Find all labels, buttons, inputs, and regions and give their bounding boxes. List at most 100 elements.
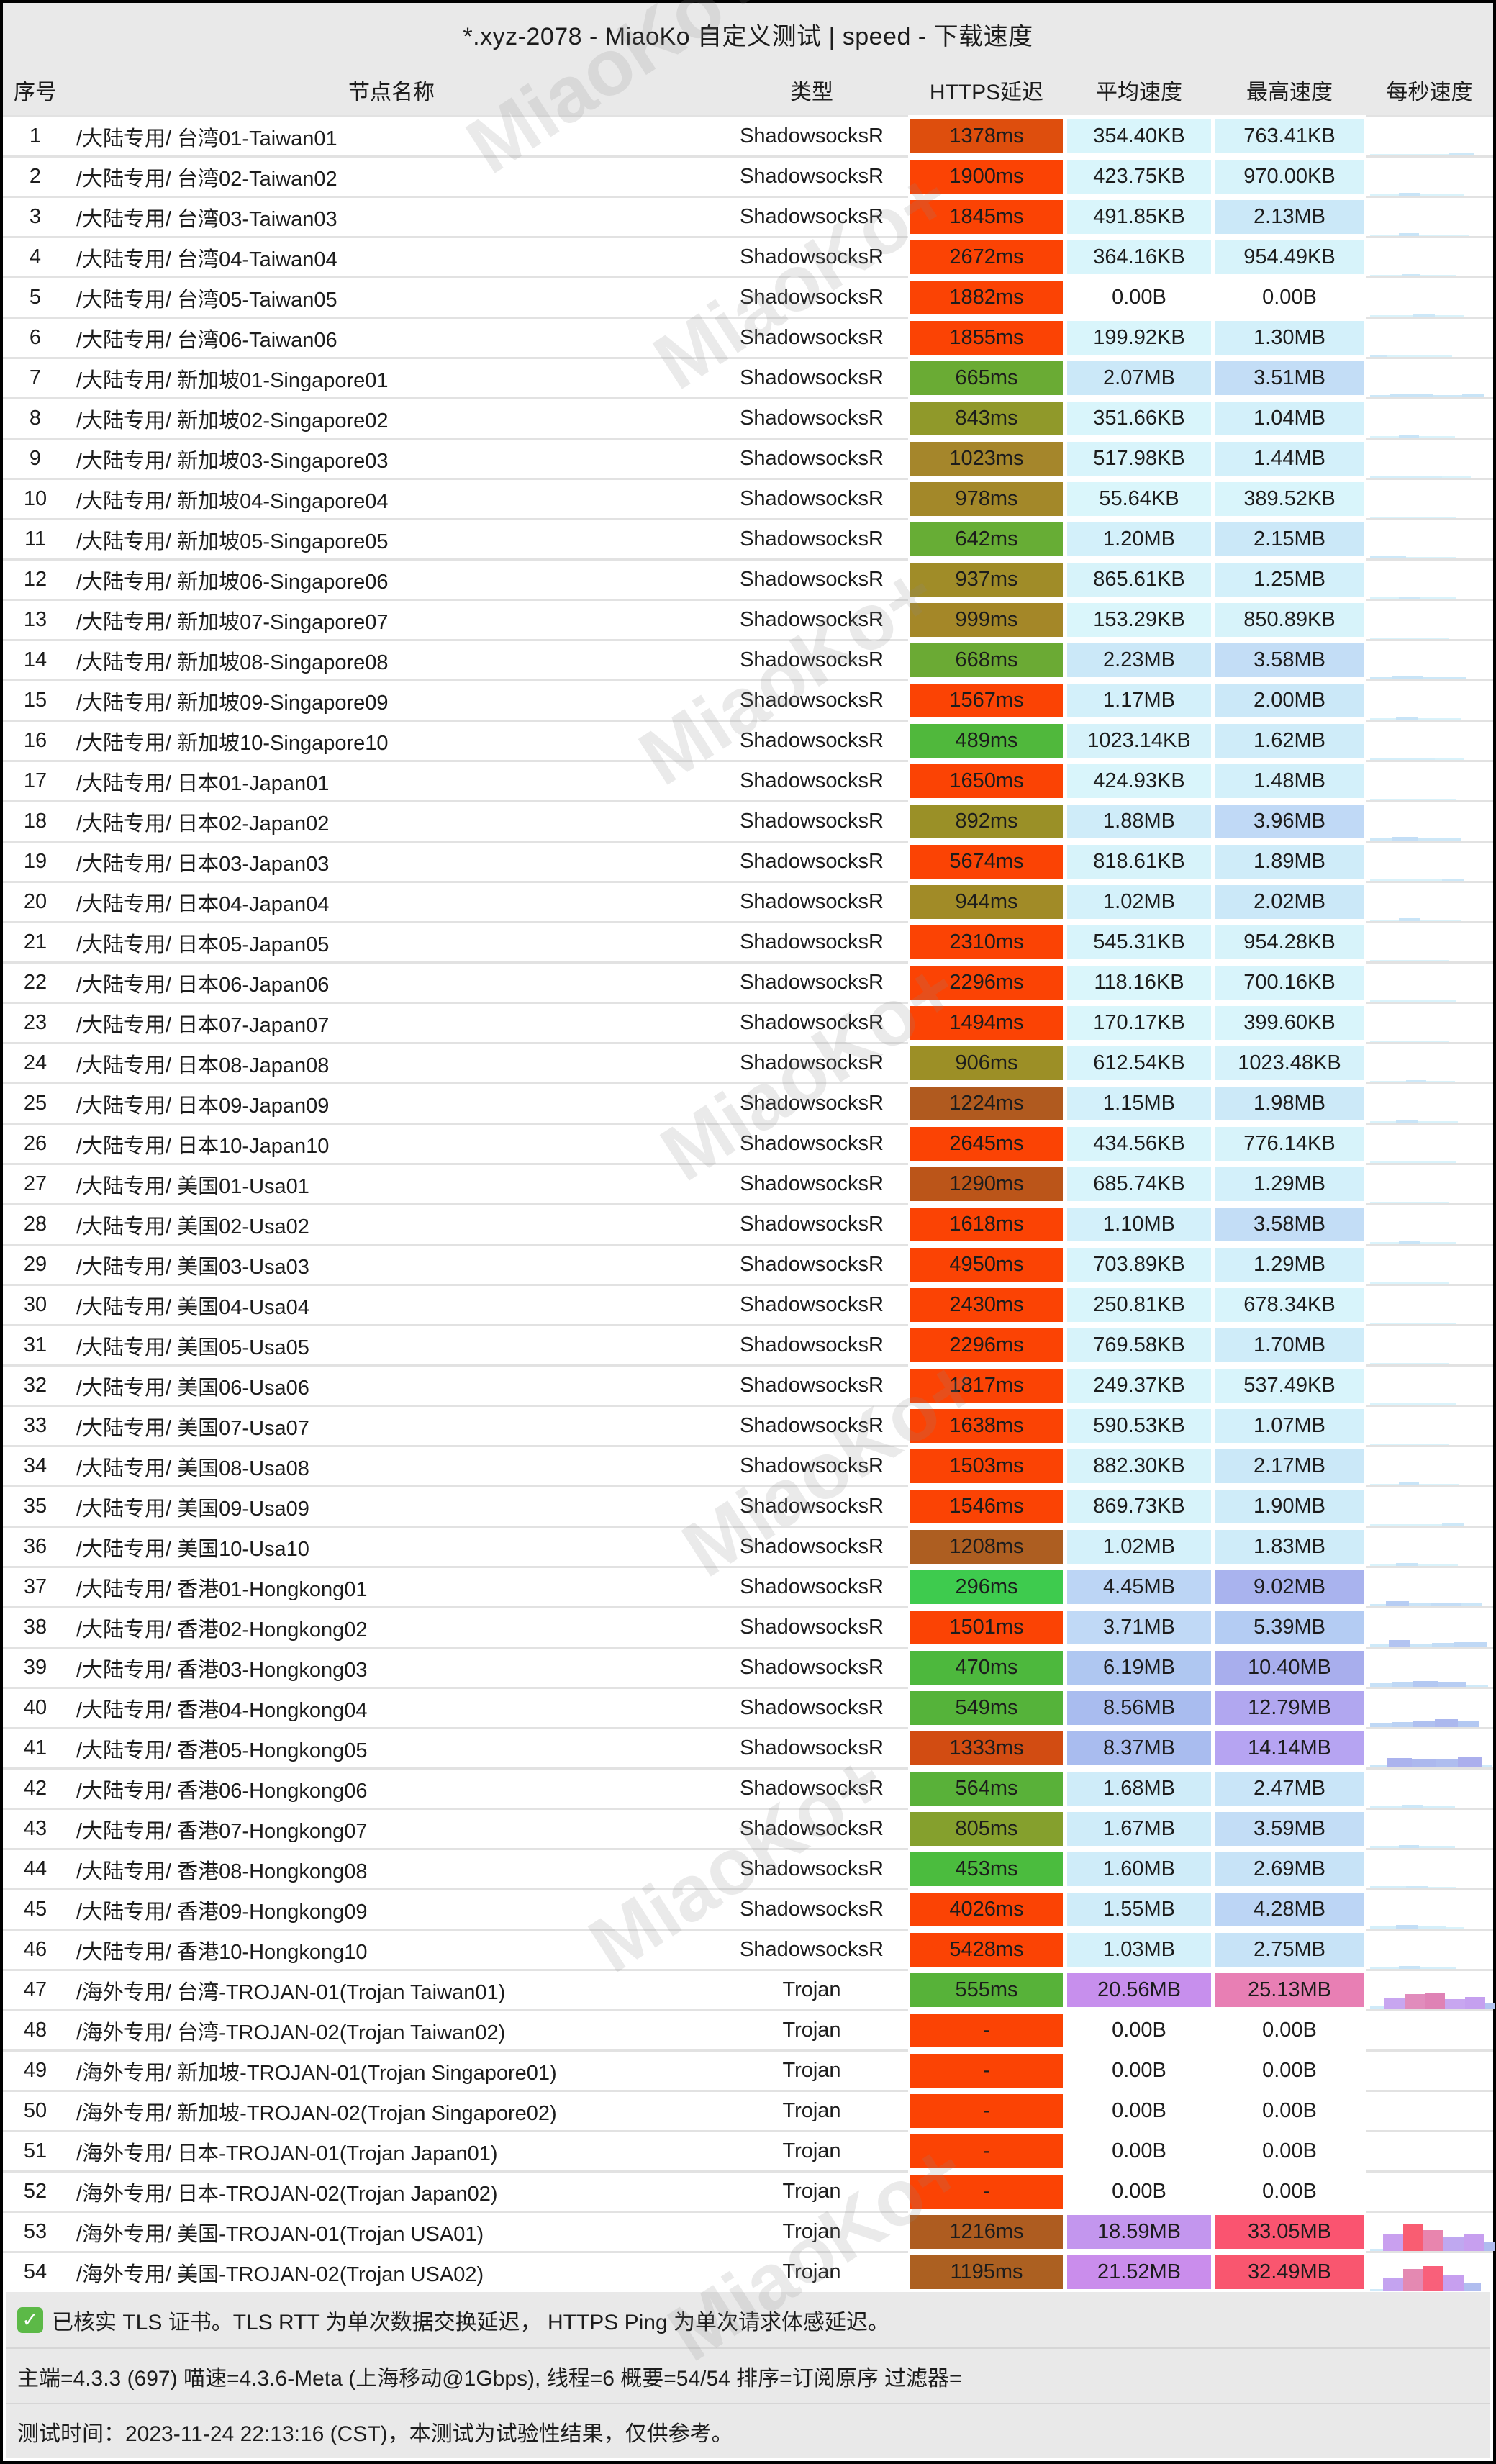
latency-cell: 1501ms xyxy=(908,1606,1065,1647)
table-row: 7 /大陆专用/ 新加坡01-Singapore01 ShadowsocksR … xyxy=(3,357,1493,397)
avg-pill: 2.07MB xyxy=(1067,361,1211,395)
spark-bar xyxy=(1432,1643,1454,1647)
row-name: /大陆专用/ 美国03-Usa03 xyxy=(68,1244,715,1284)
latency-pill: 4950ms xyxy=(910,1248,1063,1282)
spark-bar xyxy=(1370,799,1456,800)
avg-speed-cell: 612.54KB xyxy=(1065,1042,1213,1082)
spark-bar xyxy=(1370,1846,1399,1848)
speed-sparkline xyxy=(1366,599,1493,639)
max-pill: 3.51MB xyxy=(1215,361,1364,395)
row-index: 54 xyxy=(3,2251,68,2291)
table-row: 40 /大陆专用/ 香港04-Hongkong04 ShadowsocksR 5… xyxy=(3,1687,1493,1727)
max-pill: 2.00MB xyxy=(1215,684,1364,717)
spark-bar xyxy=(1392,837,1418,841)
spark-bar xyxy=(1426,1081,1455,1082)
max-pill: 2.13MB xyxy=(1215,200,1364,234)
latency-pill: 1845ms xyxy=(910,200,1063,234)
avg-speed-cell: 424.93KB xyxy=(1065,760,1213,800)
max-pill: 537.49KB xyxy=(1215,1369,1364,1403)
row-type: ShadowsocksR xyxy=(715,478,908,518)
avg-pill: 1.60MB xyxy=(1067,1852,1211,1886)
speed-sparkline xyxy=(1366,2211,1495,2251)
avg-speed-cell: 434.56KB xyxy=(1065,1123,1213,1163)
speed-sparkline xyxy=(1366,1445,1493,1485)
max-speed-cell: 9.02MB xyxy=(1213,1566,1366,1606)
row-name: /大陆专用/ 台湾02-Taiwan02 xyxy=(68,155,715,196)
max-speed-cell: 2.75MB xyxy=(1213,1929,1366,1969)
tls-verified-check-icon: ✓ xyxy=(17,2306,43,2333)
avg-pill: 612.54KB xyxy=(1067,1046,1211,1080)
table-row: 5 /大陆专用/ 台湾05-Taiwan05 ShadowsocksR 1882… xyxy=(3,276,1493,317)
avg-speed-cell: 1.02MB xyxy=(1065,881,1213,921)
avg-pill: 0.00B xyxy=(1067,2134,1211,2168)
speed-sparkline xyxy=(1366,397,1493,438)
table-row: 48 /海外专用/ 台湾-TROJAN-02(Trojan Taiwan02) … xyxy=(3,2009,1493,2049)
latency-cell: 1333ms xyxy=(908,1727,1065,1767)
max-speed-cell: 3.59MB xyxy=(1213,1808,1366,1848)
latency-cell: 2430ms xyxy=(908,1284,1065,1324)
spark-bar xyxy=(1370,1926,1396,1929)
spark-bar xyxy=(1370,1000,1456,1002)
spark-bar xyxy=(1370,275,1402,276)
latency-pill: 668ms xyxy=(910,643,1063,677)
max-speed-cell: 1.89MB xyxy=(1213,841,1366,881)
table-row: 14 /大陆专用/ 新加坡08-Singapore08 ShadowsocksR… xyxy=(3,639,1493,679)
row-index: 53 xyxy=(3,2211,68,2251)
spark-bar xyxy=(1482,1765,1492,1767)
row-name: /海外专用/ 美国-TROJAN-01(Trojan USA01) xyxy=(68,2211,715,2251)
table-row: 22 /大陆专用/ 日本06-Japan06 ShadowsocksR 2296… xyxy=(3,961,1493,1002)
row-index: 1 xyxy=(3,115,68,155)
row-index: 48 xyxy=(3,2009,68,2049)
latency-cell: 555ms xyxy=(908,1969,1065,2009)
speed-sparkline xyxy=(1366,2130,1493,2170)
avg-speed-cell: 865.61KB xyxy=(1065,558,1213,599)
spark-bar xyxy=(1370,1644,1389,1647)
row-name: /海外专用/ 美国-TROJAN-02(Trojan USA02) xyxy=(68,2251,715,2291)
avg-pill: 170.17KB xyxy=(1067,1006,1211,1040)
spark-bar xyxy=(1458,1757,1482,1767)
speed-sparkline xyxy=(1366,236,1493,276)
latency-pill: 2310ms xyxy=(910,925,1063,959)
avg-pill: 869.73KB xyxy=(1067,1490,1211,1523)
avg-pill: 354.40KB xyxy=(1067,119,1211,153)
avg-pill: 1.67MB xyxy=(1067,1812,1211,1846)
avg-pill: 517.98KB xyxy=(1067,442,1211,476)
row-type: ShadowsocksR xyxy=(715,679,908,720)
speed-sparkline xyxy=(1366,1727,1493,1767)
avg-speed-cell: 250.81KB xyxy=(1065,1284,1213,1324)
table-row: 42 /大陆专用/ 香港06-Hongkong06 ShadowsocksR 5… xyxy=(3,1767,1493,1808)
spark-bar xyxy=(1390,394,1433,397)
row-name: /大陆专用/ 台湾01-Taiwan01 xyxy=(68,115,715,155)
row-index: 3 xyxy=(3,196,68,236)
avg-pill: 703.89KB xyxy=(1067,1248,1211,1282)
max-speed-cell: 5.39MB xyxy=(1213,1606,1366,1647)
spark-bar xyxy=(1399,1482,1419,1485)
row-type: ShadowsocksR xyxy=(715,1244,908,1284)
spark-bar xyxy=(1370,1121,1396,1123)
spark-bar xyxy=(1370,395,1390,397)
row-name: /海外专用/ 台湾-TROJAN-01(Trojan Taiwan01) xyxy=(68,1969,715,2009)
latency-pill: - xyxy=(910,2175,1063,2209)
row-index: 50 xyxy=(3,2090,68,2130)
latency-pill: 1638ms xyxy=(910,1409,1063,1443)
latency-pill: 453ms xyxy=(910,1852,1063,1886)
row-name: /大陆专用/ 台湾05-Taiwan05 xyxy=(68,276,715,317)
max-speed-cell: 1.29MB xyxy=(1213,1163,1366,1203)
row-type: ShadowsocksR xyxy=(715,558,908,599)
spark-bar xyxy=(1419,1846,1455,1848)
latency-cell: 665ms xyxy=(908,357,1065,397)
row-type: ShadowsocksR xyxy=(715,720,908,760)
spark-bar xyxy=(1396,1925,1418,1929)
row-index: 17 xyxy=(3,760,68,800)
latency-pill: 1546ms xyxy=(910,1490,1063,1523)
spark-bar xyxy=(1370,194,1399,196)
row-index: 26 xyxy=(3,1123,68,1163)
row-type: ShadowsocksR xyxy=(715,397,908,438)
spark-bar xyxy=(1458,1721,1479,1727)
speed-sparkline xyxy=(1366,1203,1493,1244)
latency-pill: 2430ms xyxy=(910,1288,1063,1322)
max-pill: 1.30MB xyxy=(1215,321,1364,355)
spark-bar xyxy=(1370,476,1442,478)
table-row: 32 /大陆专用/ 美国06-Usa06 ShadowsocksR 1817ms… xyxy=(3,1364,1493,1405)
row-index: 43 xyxy=(3,1808,68,1848)
